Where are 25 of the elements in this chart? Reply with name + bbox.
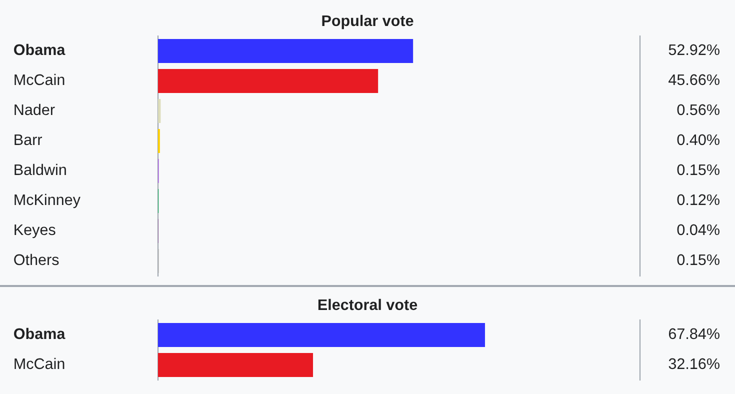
y-tick-label: Keyes [14, 224, 56, 238]
y-tick-label: Others [14, 254, 59, 266]
data-label: 52.92% [668, 44, 720, 56]
data-label: 0.12% [677, 194, 720, 206]
y-tick-label: Nader [14, 104, 55, 116]
y-tick-label: McCain [14, 358, 64, 370]
y-tick-label: Obama [14, 44, 66, 56]
chart-title: Popular vote [322, 14, 414, 30]
data-label: 0.15% [677, 164, 720, 176]
data-label: 32.16% [668, 358, 720, 370]
data-label: 45.66% [668, 74, 720, 86]
y-tick-label: McCain [14, 74, 64, 86]
y-tick-label: Obama [14, 328, 66, 340]
bar [158, 39, 414, 63]
y-tick-label: Barr [14, 134, 42, 146]
data-label: 0.04% [677, 224, 720, 236]
bar [158, 99, 161, 123]
data-label: 67.84% [668, 328, 720, 340]
data-label: 0.15% [677, 254, 720, 266]
chart-title: Electoral vote [318, 298, 418, 310]
data-label: 0.40% [677, 134, 720, 146]
bar [158, 69, 378, 93]
data-label: 0.56% [677, 104, 720, 116]
y-tick-label: Baldwin [14, 164, 66, 176]
y-tick-label: McKinney [14, 194, 80, 208]
